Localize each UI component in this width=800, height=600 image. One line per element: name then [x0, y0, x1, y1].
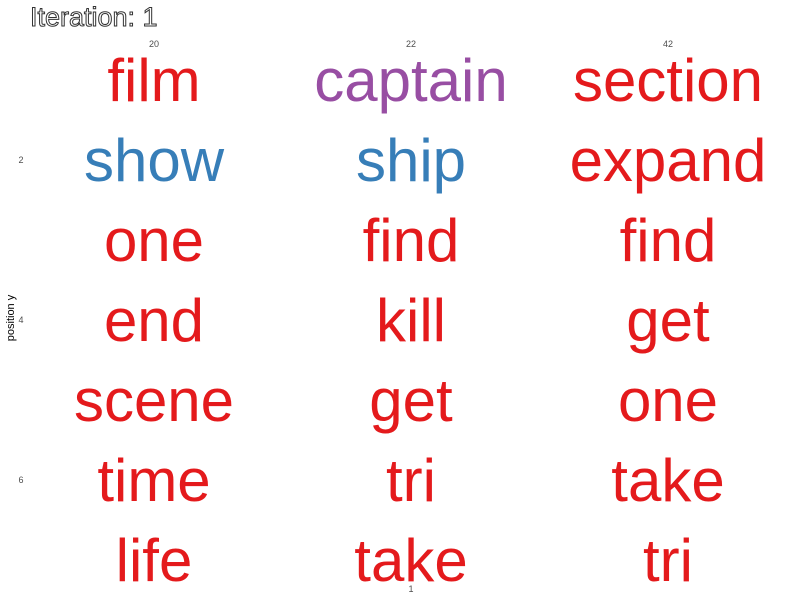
word-mark: get — [626, 287, 710, 354]
top-tick-label: 22 — [406, 39, 416, 49]
word-mark: find — [620, 207, 717, 274]
word-mark: take — [611, 447, 724, 514]
top-tick-labels: 20 22 42 — [149, 39, 673, 49]
word-marks: film show one end scene time life captain ship fi… — [74, 47, 766, 594]
word-mark: film — [107, 47, 200, 114]
y-tick-label: 6 — [18, 475, 23, 485]
y-tick-labels: 2 4 6 — [18, 155, 23, 485]
word-mark: ship — [356, 127, 466, 194]
word-mark: get — [369, 367, 453, 434]
word-mark: one — [618, 367, 718, 434]
word-mark: end — [104, 287, 204, 354]
word-mark: captain — [314, 47, 507, 114]
word-mark: show — [84, 127, 225, 194]
word-mark: scene — [74, 367, 234, 434]
word-mark: expand — [570, 127, 767, 194]
word-mark: tri — [643, 527, 693, 594]
word-mark: section — [573, 47, 763, 114]
word-mark: one — [104, 207, 204, 274]
y-axis-label: position y — [5, 294, 17, 341]
y-tick-label: 2 — [18, 155, 23, 165]
top-tick-label: 20 — [149, 39, 159, 49]
word-mark: time — [97, 447, 210, 514]
word-mark: tri — [386, 447, 436, 514]
chart-title: Iteration: 1 — [30, 2, 158, 32]
word-mark: find — [363, 207, 460, 274]
bottom-tick-label: 1 — [408, 584, 413, 594]
word-mark: take — [354, 527, 467, 594]
y-tick-label: 4 — [18, 315, 23, 325]
word-mark: life — [116, 527, 193, 594]
top-tick-label: 42 — [663, 39, 673, 49]
word-mark: kill — [376, 287, 446, 354]
bottom-tick-labels: 1 — [408, 584, 413, 594]
